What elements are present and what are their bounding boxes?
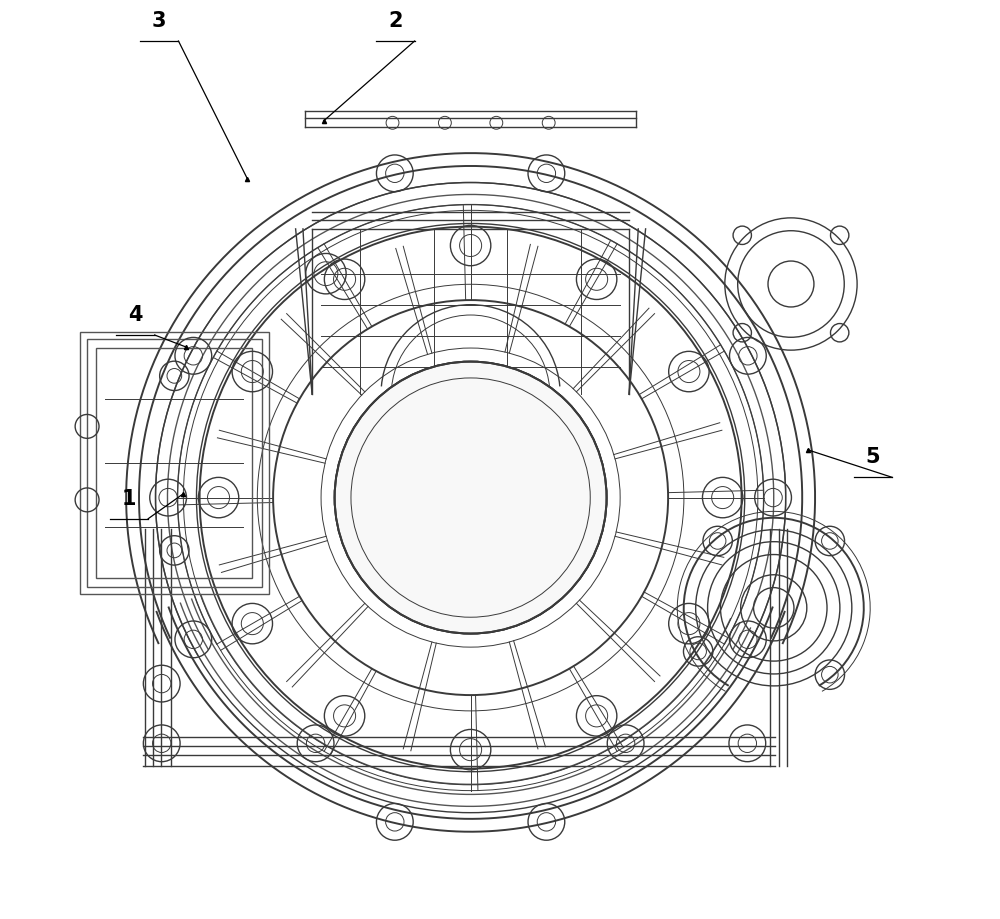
Text: 5: 5 (866, 447, 880, 467)
Circle shape (335, 362, 607, 634)
Text: 4: 4 (128, 304, 143, 324)
Bar (87, 340, 262, 587)
Text: 2: 2 (388, 11, 403, 31)
Bar (96, 349, 252, 578)
Text: 1: 1 (122, 488, 136, 508)
Bar (80, 333, 269, 595)
Text: 3: 3 (152, 11, 166, 31)
